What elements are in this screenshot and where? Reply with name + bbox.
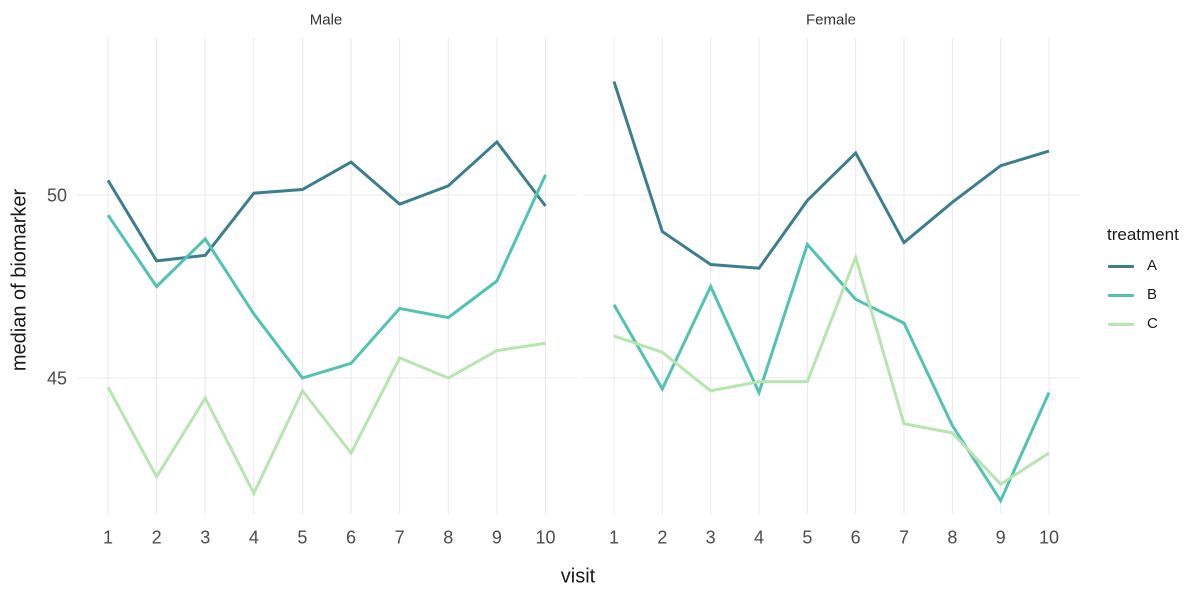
legend-item-B: B xyxy=(1108,286,1157,304)
x-tick-label: 8 xyxy=(947,527,958,548)
legend-key-line-B xyxy=(1108,293,1134,297)
x-tick-label: 2 xyxy=(657,527,668,548)
x-tick-label: 3 xyxy=(705,527,716,548)
legend-item-label: A xyxy=(1147,257,1158,274)
x-tick-label: 1 xyxy=(102,527,114,548)
x-tick-label: 10 xyxy=(1038,527,1060,548)
facet-strip-female: Female xyxy=(805,11,857,29)
legend-title: treatment xyxy=(1107,225,1179,244)
x-tick-label: 10 xyxy=(535,527,556,548)
facet-strip-male: Male xyxy=(309,11,343,29)
series-line-A-female xyxy=(612,81,1050,270)
x-axis-title: visit xyxy=(560,565,596,588)
series-line-B-male xyxy=(106,174,547,380)
legend-item-label: C xyxy=(1147,315,1158,332)
series-line-A-male xyxy=(106,139,547,263)
x-tick-label: 9 xyxy=(995,527,1006,548)
series-line-C-male xyxy=(106,341,546,497)
legend-item-label: B xyxy=(1147,286,1158,303)
legend-item-C: C xyxy=(1108,315,1158,333)
legend-key-line-A xyxy=(1108,264,1134,268)
y-axis-title: median of biomarker xyxy=(8,188,31,372)
x-tick-label: 5 xyxy=(297,527,308,548)
x-tick-label: 6 xyxy=(346,527,357,548)
y-tick-label: 50 xyxy=(46,185,68,206)
x-tick-label: 9 xyxy=(491,527,502,548)
y-tick-label: 45 xyxy=(46,368,68,389)
x-tick-label: 7 xyxy=(394,527,405,548)
x-tick-label: 2 xyxy=(151,527,162,548)
x-tick-label: 1 xyxy=(608,527,620,548)
x-tick-label: 4 xyxy=(753,527,765,548)
series-line-B-female xyxy=(612,241,1051,504)
x-tick-label: 4 xyxy=(248,527,259,548)
x-tick-label: 5 xyxy=(802,527,813,548)
series-line-C-female xyxy=(613,252,1050,487)
x-tick-label: 7 xyxy=(898,527,910,548)
legend-item-A: A xyxy=(1108,257,1157,275)
legend-key-line-C xyxy=(1108,322,1134,326)
x-tick-label: 8 xyxy=(443,527,454,548)
x-tick-label: 6 xyxy=(850,527,861,548)
x-tick-label: 3 xyxy=(200,527,211,548)
